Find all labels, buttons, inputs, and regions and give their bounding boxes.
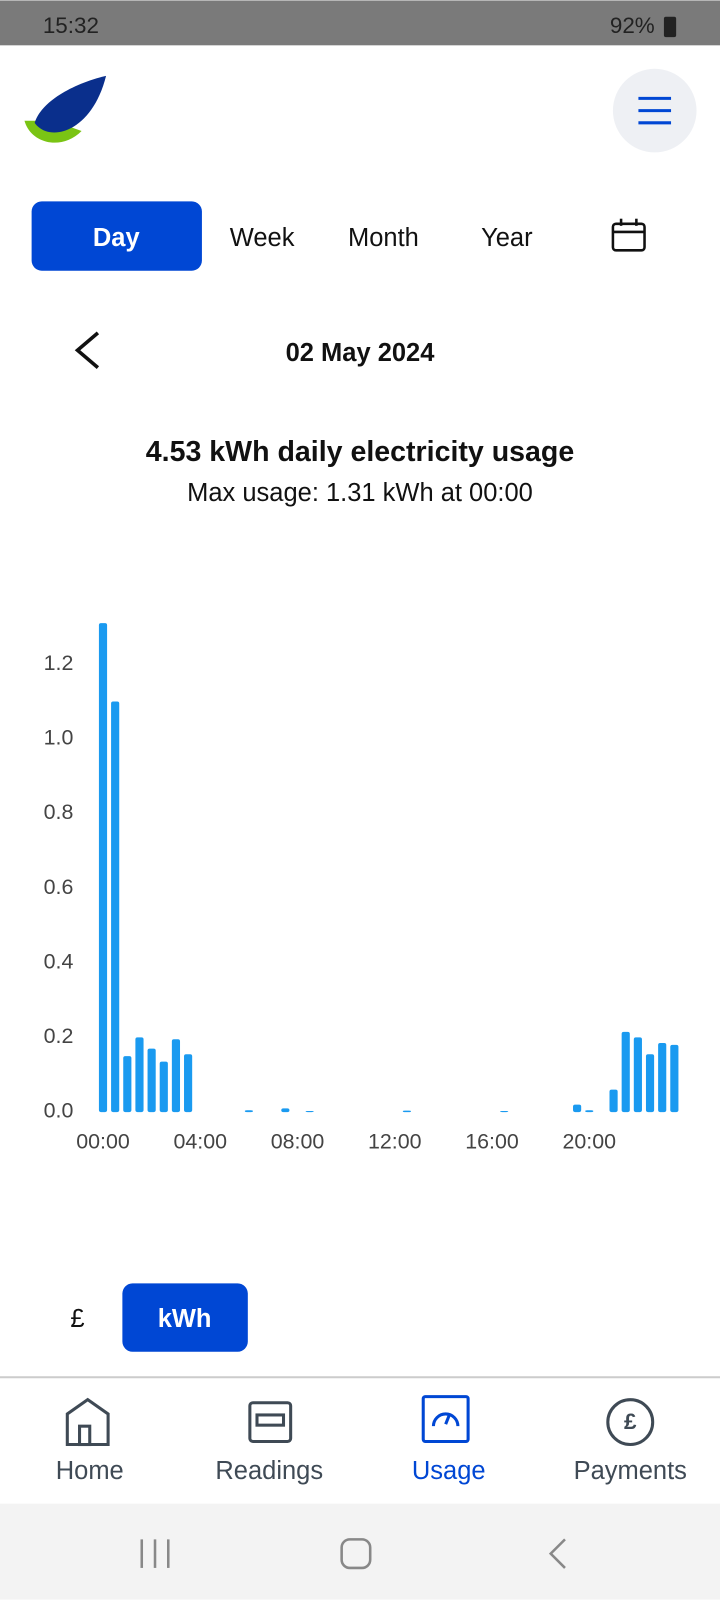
calendar-icon[interactable] [611, 218, 646, 252]
x-tick-label: 00:00 [76, 1129, 130, 1153]
bar [123, 1056, 132, 1113]
x-tick-label: 12:00 [368, 1129, 422, 1153]
y-tick-label: 1.0 [44, 725, 74, 749]
unit-option[interactable]: kWh [158, 1305, 212, 1333]
unit-option[interactable]: £ [70, 1305, 84, 1333]
tab[interactable]: Year [481, 224, 533, 252]
system-buttons [140, 1538, 566, 1570]
battery-icon [663, 16, 677, 38]
bar [645, 1054, 655, 1113]
menu-icon [638, 96, 672, 125]
bar [305, 1110, 314, 1113]
bar [281, 1108, 290, 1113]
bar [573, 1104, 582, 1113]
home-icon [65, 1397, 110, 1447]
nav-item[interactable]: Home [56, 1457, 124, 1485]
chart: 0.0 0.2 0.4 0.6 0.8 1.0 1.2 00:00 04:00 08:00 12:0… [44, 623, 679, 1153]
nav-item[interactable]: Payments [574, 1457, 687, 1485]
payments-icon [606, 1398, 655, 1447]
x-tick-label: 16:00 [465, 1129, 519, 1153]
status-bar [0, 0, 720, 46]
bar [670, 1044, 679, 1113]
x-tick-label: 20:00 [562, 1129, 616, 1153]
tab[interactable]: Day [93, 224, 141, 252]
logo [24, 75, 107, 143]
bar [585, 1110, 594, 1113]
y-tick-label: 0.6 [44, 875, 74, 899]
bar [184, 1054, 193, 1113]
x-tick-label: 08:00 [271, 1129, 325, 1153]
tab[interactable]: Month [348, 224, 419, 252]
bar [402, 1110, 411, 1113]
y-tick-label: 0.2 [44, 1024, 74, 1048]
bar [111, 701, 120, 1113]
status-battery: 92% [610, 13, 655, 38]
y-tick-label: 1.2 [44, 651, 74, 675]
y-tick-label: 0.0 [44, 1099, 74, 1123]
summary-subtitle: Max usage: 1.31 kWh at 00:00 [187, 479, 533, 507]
bar [135, 1037, 144, 1113]
x-tick-label: 04:00 [173, 1129, 227, 1153]
date: 02 May 2024 [286, 339, 436, 367]
bar [658, 1043, 667, 1113]
bar [171, 1039, 181, 1113]
y-tick-label: 0.4 [44, 949, 74, 973]
bar [500, 1110, 509, 1113]
readings-icon [248, 1401, 293, 1444]
tab-active[interactable] [31, 201, 202, 271]
system-nav [0, 1503, 720, 1600]
back-arrow[interactable] [74, 331, 100, 369]
nav-item[interactable]: Readings [215, 1457, 323, 1485]
payments-icon-symbol: £ [624, 1409, 637, 1434]
summary-title: 4.53 kWh daily electricity usage [146, 436, 574, 468]
bar [609, 1089, 618, 1113]
bar [98, 623, 108, 1113]
tab[interactable]: Week [230, 224, 295, 252]
bar [621, 1031, 630, 1113]
y-tick-label: 0.8 [44, 800, 74, 824]
bar [159, 1061, 168, 1113]
unit-active[interactable] [122, 1283, 248, 1352]
bar [633, 1037, 642, 1113]
nav-item-active[interactable]: Usage [412, 1457, 486, 1485]
status-time: 15:32 [43, 13, 99, 38]
bar [147, 1048, 156, 1113]
usage-icon [421, 1395, 470, 1444]
bar [244, 1110, 253, 1113]
